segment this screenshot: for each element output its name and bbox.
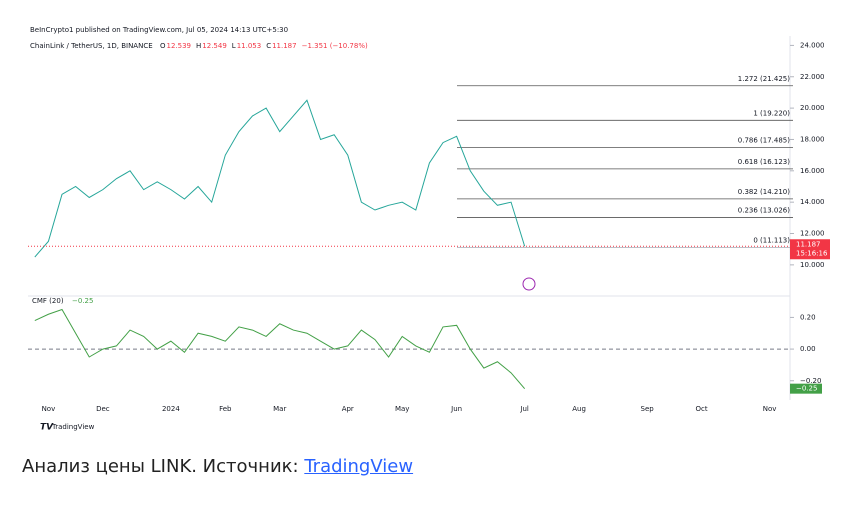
indicator-title: CMF (20): [32, 297, 64, 305]
x-tick-label: Dec: [96, 405, 110, 413]
y-tick-label: 24.000: [800, 41, 825, 49]
y-tick-label: 22.000: [800, 73, 825, 81]
series-line: [34, 308, 526, 389]
y-tick-label: 10.000: [800, 261, 825, 269]
ohlc-value: 11.187: [272, 42, 297, 50]
publisher: BeInCrypto1 published on TradingView.com…: [30, 26, 288, 34]
series-line: [34, 99, 526, 258]
y-tick-label: 0.00: [800, 345, 816, 353]
ohlc-change: −1.351 (−10.78%): [302, 42, 368, 50]
ohlc-label: O: [160, 42, 166, 50]
caption: Анализ цены LINK. Источник: TradingView: [22, 456, 413, 477]
ohlc-label: C: [266, 42, 271, 50]
y-tick-label: 12.000: [800, 230, 825, 238]
ohlc-value: 12.549: [202, 42, 227, 50]
x-tick-label: Apr: [342, 405, 354, 413]
x-tick-label: Mar: [273, 405, 286, 413]
fib-label: 0.382 (14.210): [738, 188, 790, 196]
x-tick-label: Nov: [42, 405, 56, 413]
last-value-label: −0.25: [796, 385, 817, 393]
fib-label: 1 (19.220): [753, 109, 790, 117]
indicator-value: −0.25: [72, 297, 93, 305]
last-price-tag: [790, 239, 830, 260]
symbol: ChainLink / TetherUS, 1D, BINANCE: [30, 42, 153, 50]
x-tick-label: Jun: [450, 405, 462, 413]
x-tick-label: 2024: [162, 405, 180, 413]
x-tick-label: Sep: [641, 405, 655, 413]
last-value-tag: [790, 383, 822, 394]
ohlc-value: 11.053: [237, 42, 262, 50]
x-tick-label: May: [395, 405, 409, 413]
x-tick-label: Jul: [519, 405, 529, 413]
ohlc-label: H: [196, 42, 201, 50]
countdown: 15:16:16: [796, 249, 828, 257]
ohlc-label: L: [232, 42, 236, 50]
x-tick-label: Nov: [763, 405, 777, 413]
brand-logo: 𝙏𝙑: [40, 423, 54, 433]
brand: TradingView: [51, 423, 95, 431]
ohlc-value: 12.539: [167, 42, 192, 50]
event-marker: [522, 277, 536, 291]
y-tick-label: 0.20: [800, 313, 816, 321]
y-tick-label: 16.000: [800, 167, 825, 175]
x-tick-label: Feb: [219, 405, 232, 413]
chart: BeInCrypto1 published on TradingView.com…: [28, 26, 830, 433]
fib-label: 1.272 (21.425): [738, 75, 790, 83]
fib-label: 0.786 (17.485): [738, 137, 790, 145]
y-tick-label: 14.000: [800, 198, 825, 206]
caption-link[interactable]: TradingView: [304, 456, 414, 477]
caption-text: Анализ цены LINK. Источник:: [22, 456, 305, 477]
fib-label: 0.236 (13.026): [738, 206, 790, 214]
y-tick-label: 20.000: [800, 104, 825, 112]
fib-label: 0 (11.113): [753, 236, 790, 244]
fib-label: 0.618 (16.123): [738, 158, 790, 166]
last-price-label: 11.187: [796, 240, 821, 248]
y-tick-label: 18.000: [800, 135, 825, 143]
x-tick-label: Oct: [695, 405, 707, 413]
y-tick-label: −0.20: [800, 377, 821, 385]
x-tick-label: Aug: [572, 405, 586, 413]
